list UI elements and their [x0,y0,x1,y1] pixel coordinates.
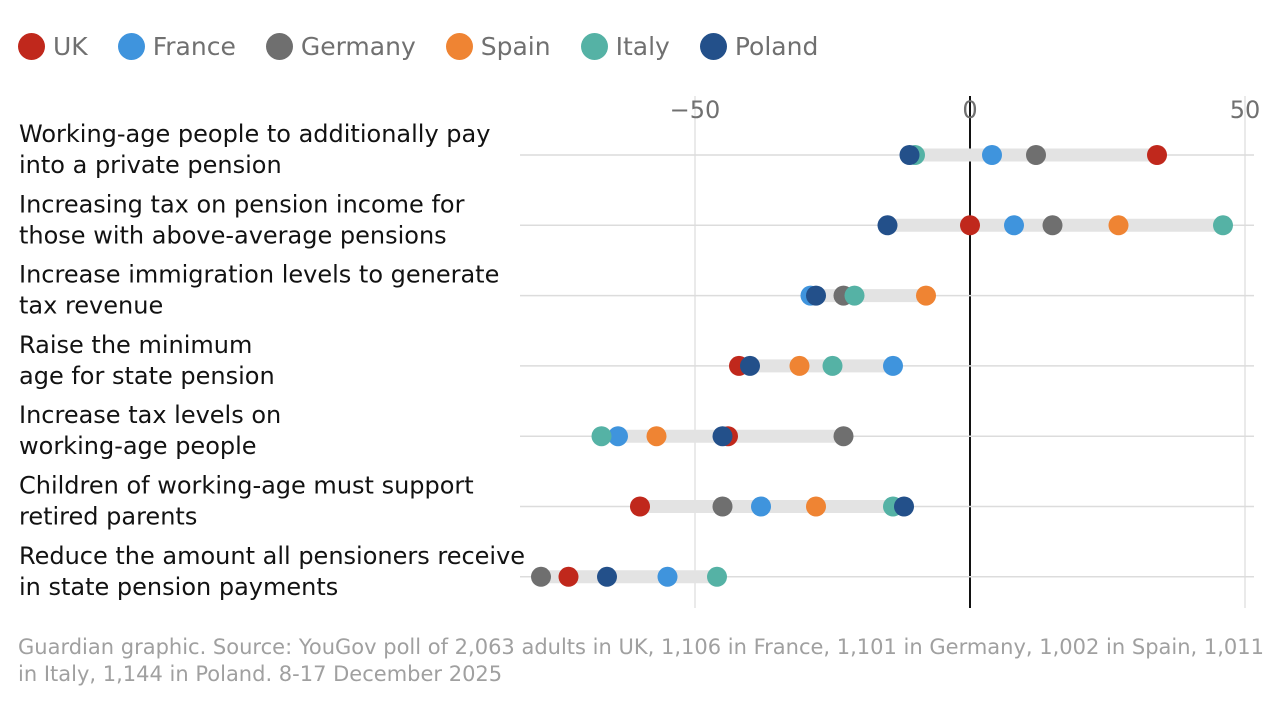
dot-germany [833,426,854,447]
legend-item-spain: Spain [445,31,551,61]
dot-italy [591,426,612,447]
dot-italy [822,355,843,376]
category-label: retired parents [19,503,197,531]
category-label: Increase immigration levels to generate [19,261,499,289]
category-label: tax revenue [19,292,163,320]
legend-label: Germany [300,31,416,61]
category-label: Children of working-age must support [19,472,474,500]
legend-swatch [265,32,293,60]
category-label: into a private pension [19,151,282,179]
legend-item-germany: Germany [265,31,416,61]
dot-germany [712,496,733,517]
dot-italy [1213,215,1233,236]
legend-label: France [152,31,236,61]
source-note: Guardian graphic. Source: YouGov poll of… [18,634,1268,688]
category-label: Raise the minimum [19,331,252,359]
category-label: Reduce the amount all pensioners receive [19,542,525,570]
dot-france [883,355,903,376]
dot-spain [1108,215,1129,236]
source-line-1: Guardian graphic. Source: YouGov poll of… [18,635,1265,659]
source-line-2: in Italy, 1,144 in Poland. 8-17 December… [18,662,503,686]
dot-germany [1026,145,1046,165]
dot-france [751,496,771,517]
legend-label: Italy [615,31,670,61]
dot-uk [558,566,579,587]
dot-poland [597,566,617,587]
dot-germany [531,566,551,587]
legend-item-italy: Italy [580,31,670,61]
legend-item-france: France [117,31,236,61]
dot-plot: −50 0 50 Working-age people to additionally… [19,96,1261,608]
legend-label: Poland [734,31,819,61]
x-tick-label: −50 [670,96,721,124]
legend-item-uk: UK [18,32,88,61]
dot-poland [877,215,898,236]
dot-spain [806,496,826,517]
dot-poland [894,496,914,517]
category-label: Working-age people to additionally pay [19,120,490,148]
x-tick-label: 50 [1230,96,1261,124]
dot-uk [960,215,980,236]
dot-italy [707,566,727,587]
dot-france [608,426,628,447]
legend-swatch [117,32,145,60]
dot-spain [789,355,810,376]
dot-uk [1147,145,1167,165]
dot-france [982,145,1002,165]
dot-france [657,566,678,587]
legend-item-poland: Poland [699,31,819,61]
dot-germany [1042,215,1063,236]
dot-poland [712,426,733,447]
legend-label: UK [53,31,88,61]
legend-swatch [445,32,473,60]
legend-label: Spain [480,31,551,61]
legend-swatch [699,32,727,60]
dot-poland [899,145,920,165]
dot-italy [844,285,865,306]
dot-france [1004,215,1024,236]
category-label: in state pension payments [19,573,338,601]
dot-poland [806,285,826,306]
legend-swatch [580,32,608,60]
legend: UK France Germany Spain Italy Poland [18,28,818,64]
dot-spain [646,426,667,447]
category-label: Increasing tax on pension income for [19,190,465,218]
legend-swatch [18,32,45,60]
category-label: working-age people [19,432,257,460]
dot-uk [630,496,650,517]
dot-spain [916,285,936,306]
dot-poland [740,355,760,376]
category-label: Increase tax levels on [19,401,281,429]
category-label: those with above-average pensions [19,221,447,249]
x-tick-label: 0 [962,96,977,124]
category-label: age for state pension [19,362,275,390]
